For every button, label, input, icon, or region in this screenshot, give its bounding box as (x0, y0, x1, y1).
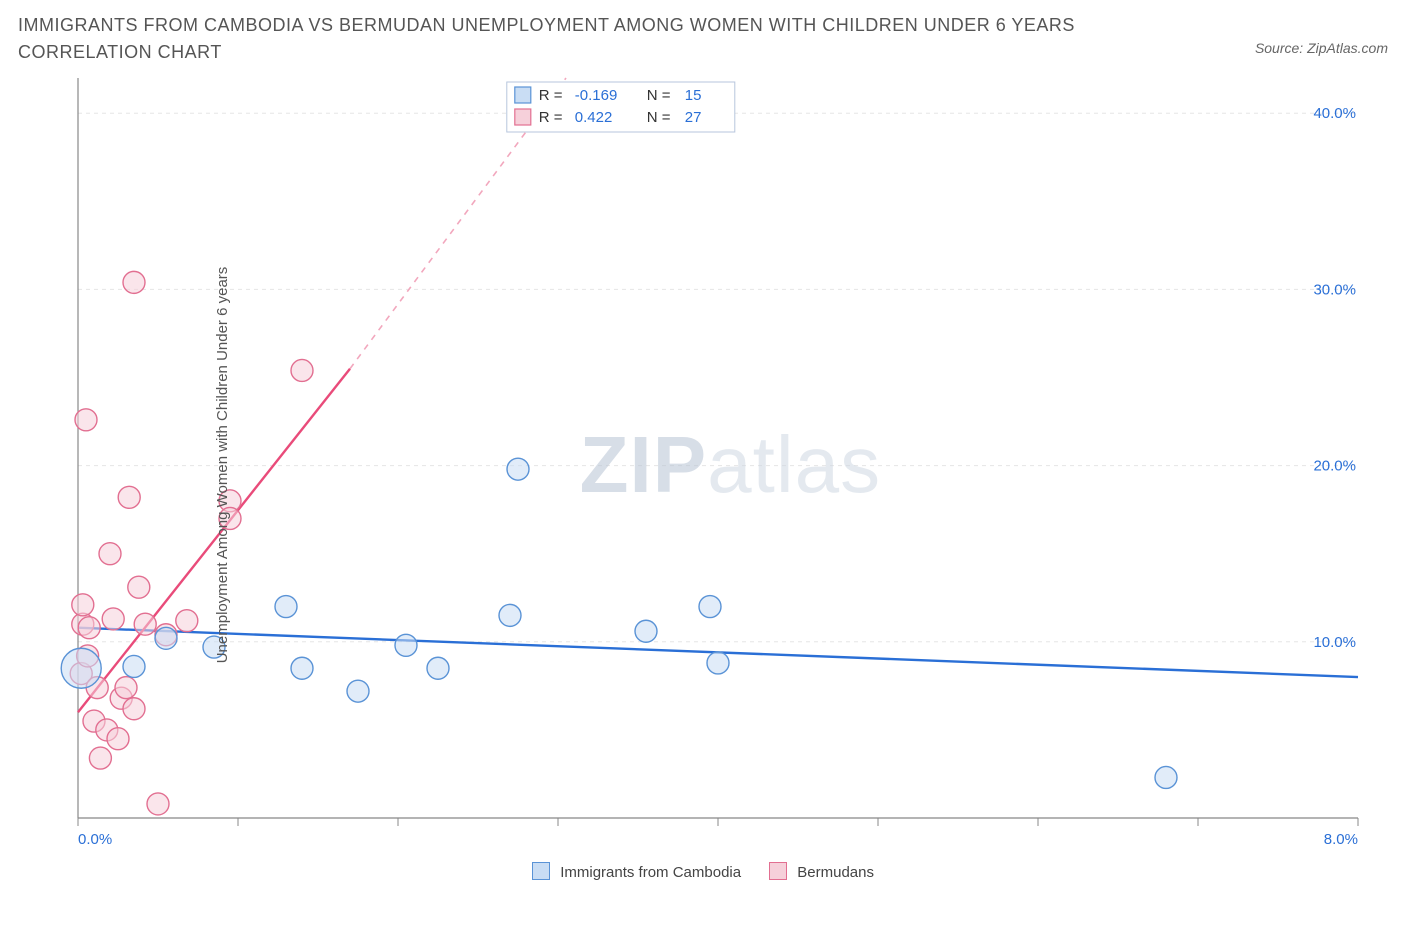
svg-text:15: 15 (685, 87, 702, 104)
legend-label-bermudan: Bermudans (797, 864, 874, 881)
svg-text:R =: R = (539, 109, 563, 126)
legend-label-cambodia: Immigrants from Cambodia (560, 864, 741, 881)
chart-title: IMMIGRANTS FROM CAMBODIA VS BERMUDAN UNE… (18, 12, 1118, 66)
svg-text:10.0%: 10.0% (1313, 634, 1356, 651)
bottom-legend: Immigrants from Cambodia Bermudans (18, 862, 1388, 881)
svg-text:N =: N = (647, 87, 671, 104)
legend-swatch-bermudan (769, 862, 787, 880)
svg-text:27: 27 (685, 109, 702, 126)
legend-item-cambodia: Immigrants from Cambodia (532, 862, 741, 881)
svg-text:8.0%: 8.0% (1324, 831, 1358, 848)
svg-text:20.0%: 20.0% (1313, 458, 1356, 475)
svg-text:-0.169: -0.169 (575, 87, 618, 104)
y-axis-label: Unemployment Among Women with Children U… (214, 267, 231, 664)
source-attribution: Source: ZipAtlas.com (1255, 40, 1388, 56)
svg-text:0.422: 0.422 (575, 109, 613, 126)
legend-item-bermudan: Bermudans (769, 862, 874, 881)
svg-text:N =: N = (647, 109, 671, 126)
svg-text:30.0%: 30.0% (1313, 281, 1356, 298)
legend-swatch-cambodia (532, 862, 550, 880)
scatter-chart: 0.0% 8.0% 10.0% 20.0% 30.0% 40.0% R = -0.169 N =… (58, 70, 1388, 860)
svg-text:R =: R = (539, 87, 563, 104)
svg-text:40.0%: 40.0% (1313, 105, 1356, 122)
chart-container: Unemployment Among Women with Children U… (18, 70, 1388, 860)
svg-text:0.0%: 0.0% (78, 831, 112, 848)
